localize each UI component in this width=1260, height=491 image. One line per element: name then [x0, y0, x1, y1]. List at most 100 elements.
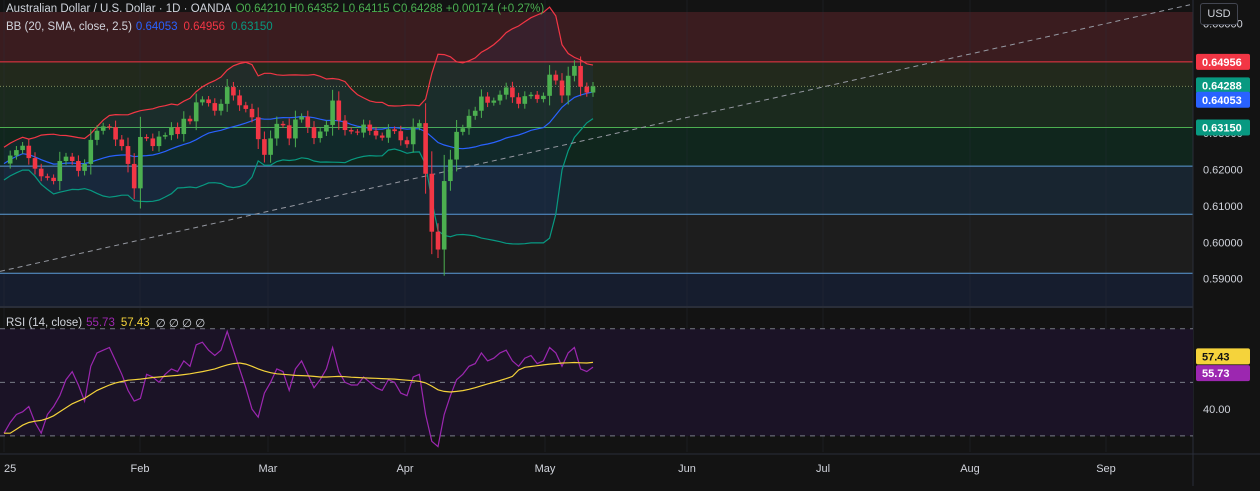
basis-badge-label: 0.64053 [1202, 95, 1242, 107]
candle-body [572, 65, 577, 76]
candle [361, 119, 366, 138]
candle [69, 152, 75, 165]
bb-basis-line [3, 91, 594, 165]
candle [553, 70, 559, 85]
candle [572, 60, 577, 82]
candle [268, 130, 273, 163]
candle [249, 103, 255, 123]
candle-body [460, 128, 466, 132]
rsi-label[interactable]: RSI (14, close) [6, 317, 83, 329]
symbol-legend: Australian Dollar / U.S. Dollar · 1D · O… [6, 3, 544, 15]
candle [305, 110, 311, 134]
currency-button[interactable]: USD [1200, 3, 1238, 25]
candle [435, 223, 441, 258]
lower-band-badge-label: 0.63150 [1202, 123, 1242, 135]
candle [336, 91, 342, 130]
candle [231, 81, 236, 101]
candle [255, 107, 261, 149]
candle-body [410, 126, 416, 145]
candle [311, 121, 317, 145]
candle-body [435, 231, 441, 250]
candle-body [373, 130, 379, 136]
candle [510, 81, 515, 103]
candle [293, 110, 298, 148]
candle-body [206, 99, 211, 104]
price-tick-label: 0.62000 [1203, 164, 1243, 176]
candle-body [38, 168, 44, 177]
candle [342, 115, 348, 136]
candle-body [299, 116, 304, 120]
candle-body [423, 123, 428, 174]
candle-body [398, 131, 404, 141]
candle-body [156, 136, 162, 147]
candle [20, 141, 25, 154]
candle-body [311, 127, 317, 139]
candle-body [218, 103, 224, 111]
rsi-ma-value: 57.43 [120, 317, 150, 329]
candle-body [441, 181, 447, 250]
time-tick-label: Feb [131, 463, 150, 475]
candle-body [200, 99, 205, 103]
candle-body [193, 102, 199, 122]
candle [280, 121, 286, 129]
lower-band-badge-bg [1196, 119, 1250, 136]
candle [187, 115, 193, 125]
rsi-line [3, 329, 594, 448]
candle [32, 152, 38, 175]
candle-body [14, 150, 19, 156]
rsi-value: 55.73 [86, 317, 115, 329]
candle-body [491, 100, 497, 103]
candle [373, 126, 379, 140]
candle-body [305, 116, 311, 128]
candle [423, 103, 428, 194]
candle [218, 99, 224, 116]
candle [94, 125, 100, 146]
candle [212, 98, 218, 116]
candle [162, 132, 168, 140]
candle-body [361, 124, 366, 133]
candle-body [466, 115, 472, 129]
candle [559, 73, 565, 103]
candle [522, 91, 528, 109]
candle-body [212, 103, 218, 111]
candle-body [336, 100, 342, 121]
candle-body [181, 118, 187, 135]
candle-body [262, 139, 267, 155]
bb-label[interactable]: BB (20, SMA, close, 2.5) [6, 21, 132, 33]
candle [125, 137, 131, 173]
candle [454, 119, 459, 172]
candle [7, 150, 13, 169]
ohlc-values: O0.64210 H0.64352 L0.64115 C0.64288 +0.0… [235, 3, 545, 15]
candle-body [88, 139, 94, 164]
candle-body [348, 130, 354, 132]
candle-body [578, 65, 583, 87]
time-tick-label: Mar [259, 463, 278, 475]
zone-band [0, 273, 1193, 306]
candle [51, 174, 56, 185]
candle [460, 124, 466, 136]
candle-body [100, 126, 106, 131]
bb-lower-line [3, 118, 594, 245]
candle [541, 92, 546, 103]
candle-body [249, 108, 255, 118]
rsi-ma-badge: 57.43 [1196, 348, 1250, 365]
candle [367, 120, 373, 136]
candle-body [243, 105, 249, 109]
symbol-title[interactable]: Australian Dollar / U.S. Dollar · 1D · O… [6, 3, 232, 15]
candle-body [187, 118, 193, 122]
candle-body [51, 177, 56, 182]
candle-body [268, 138, 273, 155]
candle [392, 126, 397, 134]
candle [237, 89, 242, 111]
upper-band-badge: 0.64956 [1196, 53, 1250, 70]
candle-body [231, 87, 236, 96]
candle-body [131, 163, 137, 189]
candle-body [76, 161, 81, 171]
time-tick-label: May [535, 463, 556, 475]
candle-body [57, 161, 63, 182]
candle [150, 133, 156, 151]
zone-band [0, 12, 1193, 62]
time-tick-label: Jun [678, 463, 696, 475]
